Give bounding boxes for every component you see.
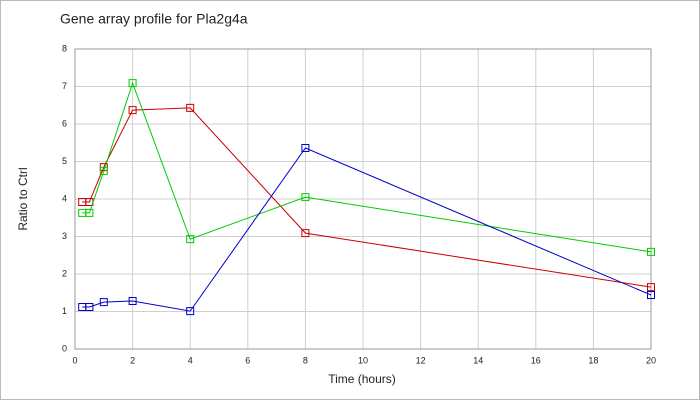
- x-tick-label: 18: [588, 355, 598, 365]
- marker: [128, 106, 137, 115]
- x-tick-label: 20: [646, 355, 656, 365]
- marker: [647, 283, 655, 292]
- y-axis-label: Ratio to Ctrl: [16, 167, 30, 230]
- marker: [301, 193, 310, 202]
- marker: [647, 291, 655, 299]
- x-axis-label: Time (hours): [328, 372, 396, 386]
- x-tick-label: 12: [416, 355, 426, 365]
- y-tick-label: 1: [62, 306, 67, 316]
- marker: [186, 307, 195, 316]
- x-tick-label: 16: [531, 355, 541, 365]
- x-tick-label: 8: [303, 355, 308, 365]
- x-tick-label: 10: [358, 355, 368, 365]
- y-tick-label: 2: [62, 268, 67, 278]
- marker: [186, 103, 195, 112]
- y-tick-label: 6: [62, 118, 67, 128]
- marker: [128, 297, 137, 305]
- marker: [301, 144, 310, 152]
- x-tick-label: 2: [130, 355, 135, 365]
- y-tick-label: 7: [62, 81, 67, 91]
- x-tick-label: 14: [473, 355, 483, 365]
- plot-border: [74, 48, 652, 350]
- y-tick-label: 8: [62, 43, 67, 53]
- marker: [186, 235, 195, 244]
- series-line: [82, 107, 652, 288]
- x-tick-label: 0: [72, 355, 77, 365]
- x-tick-label: 6: [245, 355, 250, 365]
- chart-title: Gene array profile for Pla2g4a: [60, 11, 248, 27]
- y-tick-label: 0: [62, 343, 67, 353]
- marker: [128, 79, 137, 88]
- marker: [301, 229, 310, 238]
- series-line: [82, 81, 652, 253]
- series-line: [82, 147, 652, 312]
- x-tick-label: 4: [188, 355, 193, 365]
- marker: [647, 247, 655, 256]
- marker: [99, 166, 108, 175]
- y-tick-label: 4: [62, 193, 67, 203]
- y-tick-label: 5: [62, 156, 67, 166]
- marker: [85, 208, 94, 217]
- marker: [85, 303, 94, 311]
- marker: [99, 298, 108, 307]
- y-tick-label: 3: [62, 231, 67, 241]
